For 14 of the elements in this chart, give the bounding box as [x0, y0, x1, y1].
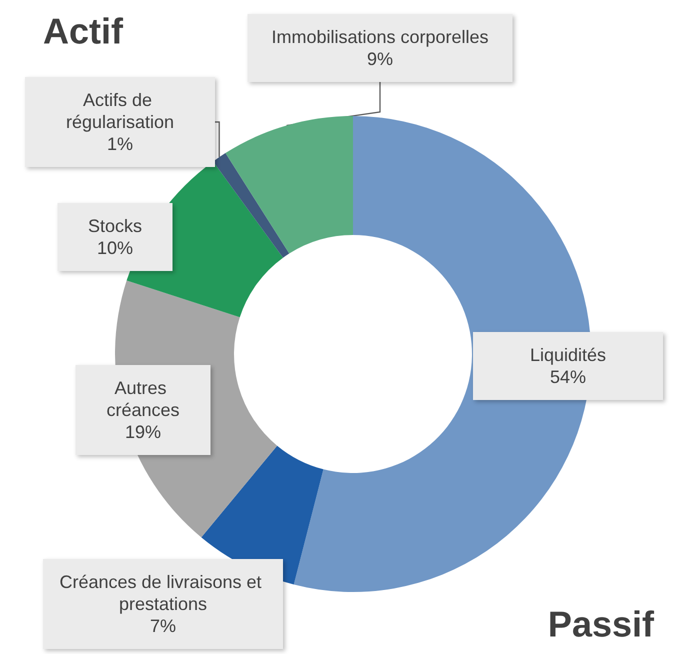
slice-label: Stocks [88, 216, 142, 236]
data-label: 1% [106, 134, 134, 154]
text: Passif [548, 604, 656, 644]
chart-title: Actif [43, 10, 124, 52]
slice-label: Immobilisations corporelles [271, 27, 489, 47]
data-label: 54% [550, 367, 586, 387]
slice-label: Créances de livraisons et prestations [59, 572, 267, 614]
data-label: 10% [96, 238, 134, 258]
slice-label: Actifs de régularisation [66, 90, 174, 132]
data-label: 7% [150, 616, 176, 636]
slice-label: Autres créances [106, 378, 180, 420]
data-label: 19% [124, 422, 162, 442]
slice-label: Liquidités [530, 345, 606, 365]
data-label: 9% [366, 49, 394, 69]
